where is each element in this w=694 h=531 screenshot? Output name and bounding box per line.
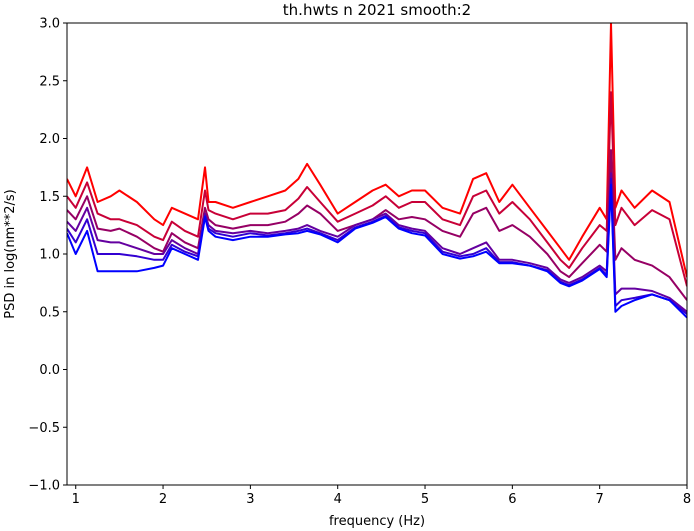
x-tick-label: 2 [159, 492, 167, 507]
x-tick-label: 5 [421, 492, 429, 507]
x-axis: 1 2 3 4 5 6 7 8 [72, 485, 691, 507]
y-tick-label: 1.0 [39, 248, 60, 263]
series-line-5 [67, 177, 687, 315]
y-tick-label: 1.5 [39, 190, 60, 205]
y-tick-label: 3.0 [39, 17, 60, 32]
series-line-6 [67, 183, 687, 319]
series-line-2 [67, 91, 687, 287]
series-line-1 [67, 23, 687, 278]
chart-title: th.hwts n 2021 smooth:2 [283, 1, 471, 19]
x-tick-label: 4 [334, 492, 342, 507]
x-axis-label: frequency (Hz) [329, 514, 425, 529]
y-axis: −1.0 −0.5 0.0 0.5 1.0 1.5 2.0 2.5 3.0 [28, 17, 67, 494]
y-tick-label: 2.0 [39, 132, 60, 147]
series-layer [67, 23, 687, 319]
x-tick-label: 7 [596, 492, 604, 507]
x-tick-label: 8 [683, 492, 691, 507]
x-tick-label: 6 [508, 492, 516, 507]
series-line-3 [67, 149, 687, 301]
y-tick-label: 2.5 [39, 74, 60, 89]
y-tick-label: 0.5 [39, 305, 60, 320]
y-tick-label: −1.0 [28, 479, 60, 494]
x-tick-label: 3 [246, 492, 254, 507]
y-axis-label: PSD in log(nm**2/s) [3, 189, 18, 319]
y-tick-label: 0.0 [39, 363, 60, 378]
series-line-4 [67, 172, 687, 313]
y-tick-label: −0.5 [28, 421, 60, 436]
x-tick-label: 1 [72, 492, 80, 507]
